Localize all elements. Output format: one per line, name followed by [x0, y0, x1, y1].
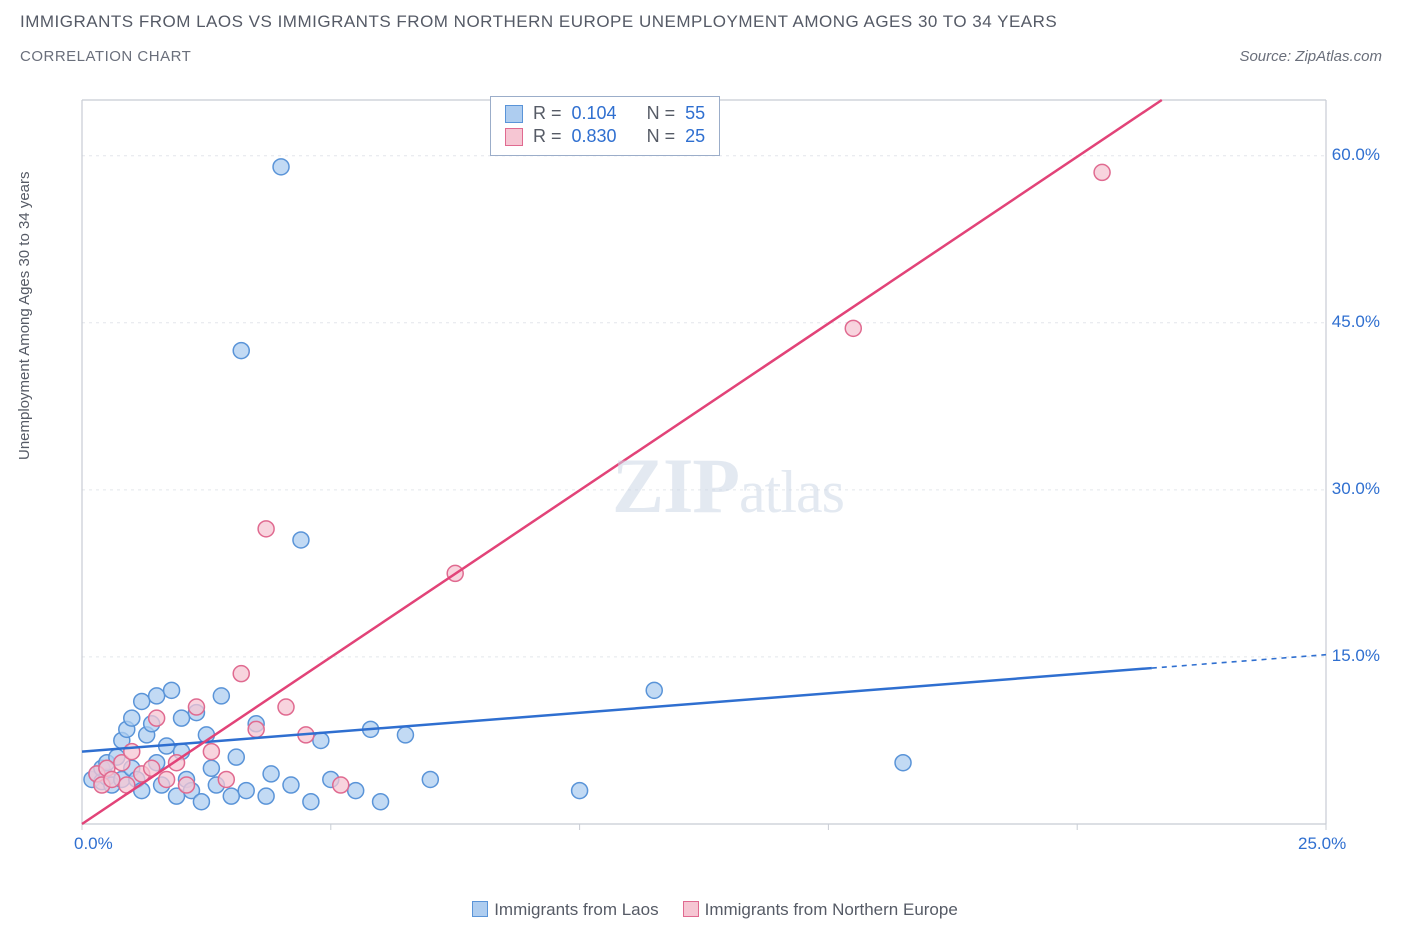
legend-r-value: 0.830	[572, 126, 617, 147]
y-tick-label: 45.0%	[1332, 312, 1380, 332]
legend-row: R = 0.104 N = 55	[505, 103, 705, 124]
legend-swatch	[505, 105, 523, 123]
legend-r-label: R =	[533, 103, 562, 124]
correlation-legend: R = 0.104 N = 55 R = 0.830 N = 25	[490, 96, 720, 156]
y-axis-label: Unemployment Among Ages 30 to 34 years	[16, 171, 33, 460]
chart-subtitle: CORRELATION CHART	[20, 48, 1386, 65]
legend-n-value: 55	[685, 103, 705, 124]
series-label: Immigrants from Northern Europe	[705, 900, 958, 919]
series-label: Immigrants from Laos	[494, 900, 658, 919]
legend-n-value: 25	[685, 126, 705, 147]
legend-r-value: 0.104	[572, 103, 617, 124]
x-tick-label: 0.0%	[74, 834, 113, 854]
legend-n-label: N =	[647, 126, 676, 147]
legend-swatch	[505, 128, 523, 146]
y-tick-label: 60.0%	[1332, 145, 1380, 165]
chart-title: IMMIGRANTS FROM LAOS VS IMMIGRANTS FROM …	[20, 12, 1386, 32]
legend-row: R = 0.830 N = 25	[505, 126, 705, 147]
series-swatch	[472, 901, 488, 917]
legend-r-label: R =	[533, 126, 562, 147]
scatter-plot-svg	[70, 92, 1386, 852]
source-attribution: Source: ZipAtlas.com	[1239, 48, 1382, 65]
y-tick-label: 15.0%	[1332, 646, 1380, 666]
series-legend: Immigrants from Laos Immigrants from Nort…	[0, 900, 1406, 920]
series-swatch	[683, 901, 699, 917]
chart-area: ZIPatlas R = 0.104 N = 55 R = 0.830 N = …	[70, 92, 1386, 880]
x-tick-label: 25.0%	[1298, 834, 1346, 854]
y-tick-label: 30.0%	[1332, 479, 1380, 499]
legend-n-label: N =	[647, 103, 676, 124]
